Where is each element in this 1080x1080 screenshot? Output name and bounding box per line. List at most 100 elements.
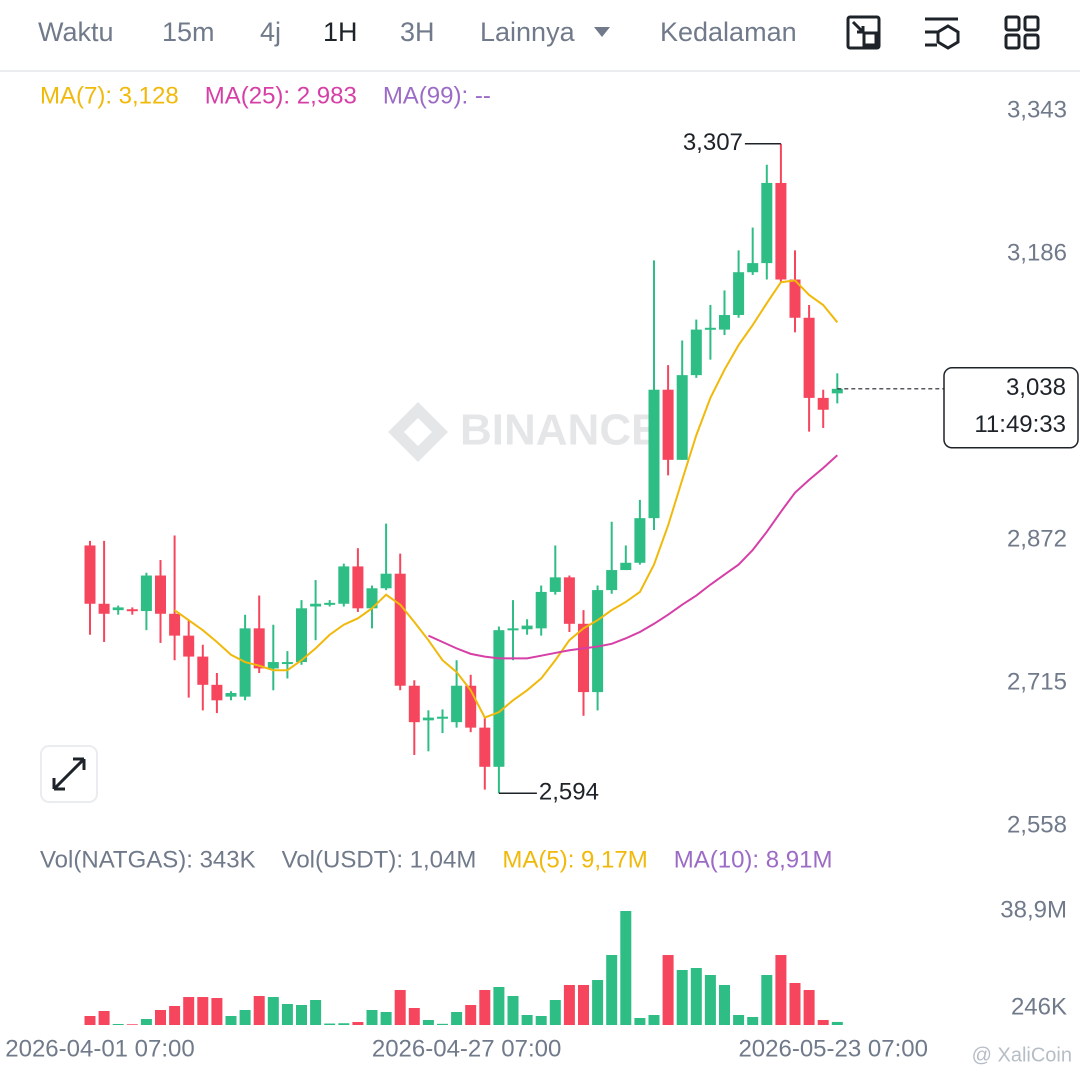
- volume-bar: [112, 1023, 124, 1025]
- legend-entry: MA(25): 2,983: [205, 82, 357, 109]
- volume-bar: [761, 975, 773, 1025]
- expand-button[interactable]: [40, 745, 98, 803]
- candle-body: [493, 630, 505, 767]
- volume-bar: [775, 955, 787, 1025]
- candle-body: [211, 684, 223, 701]
- volume-tick-label: 246K: [1011, 993, 1067, 1020]
- candle-body: [281, 662, 293, 665]
- candle-body: [662, 389, 674, 460]
- tab-active[interactable]: 1H: [323, 17, 358, 47]
- x-tick-label: 2026-04-01 07:00: [5, 1035, 195, 1062]
- candle-body: [803, 317, 815, 398]
- candle-body: [451, 685, 463, 723]
- volume-bar: [507, 996, 519, 1025]
- watermark: BINANCE: [388, 402, 660, 462]
- tab[interactable]: 3H: [400, 17, 435, 47]
- candle-body: [733, 272, 745, 316]
- candle-body: [112, 607, 124, 611]
- candle-body: [126, 609, 138, 612]
- candle-body: [507, 628, 519, 631]
- candle-body: [183, 635, 195, 657]
- volume-legend-entry: MA(5): 9,17M: [502, 846, 647, 873]
- candle-body: [296, 608, 307, 663]
- volume-bar: [155, 1009, 166, 1025]
- tab[interactable]: Kedalaman: [660, 17, 797, 47]
- tab[interactable]: Waktu: [38, 17, 114, 47]
- volume-bar: [662, 955, 674, 1025]
- volume-legend-entry: MA(10): 8,91M: [674, 846, 833, 873]
- volume-bar: [296, 1005, 307, 1025]
- candle-body: [338, 566, 350, 604]
- candle-body: [380, 573, 392, 589]
- volume-bar: [549, 1000, 561, 1025]
- volume-bar: [437, 1023, 448, 1025]
- tab[interactable]: 15m: [162, 17, 215, 47]
- candle-body: [704, 327, 716, 330]
- candle-body: [634, 518, 646, 563]
- candle-body: [394, 573, 406, 686]
- volume-bar: [338, 1023, 350, 1025]
- volume-bar: [563, 984, 575, 1025]
- candle-body: [606, 570, 618, 591]
- x-tick-label: 2026-04-27 07:00: [372, 1035, 562, 1062]
- volume-bar: [422, 1019, 434, 1025]
- y-tick-label: 3,343: [1007, 96, 1067, 123]
- volume-bar: [140, 1018, 152, 1025]
- candle-body: [690, 329, 702, 376]
- dropdown-caret: [594, 27, 610, 37]
- volume-legend-entry: Vol(NATGAS): 343K: [40, 846, 256, 873]
- volume-bar: [267, 997, 279, 1025]
- volume-bar: [352, 1022, 364, 1025]
- volume-bar: [803, 990, 815, 1025]
- watermark-text: BINANCE: [460, 406, 660, 455]
- y-tick-label: 2,558: [1007, 811, 1067, 838]
- volume-bar: [408, 1008, 420, 1025]
- candle-body: [366, 588, 378, 609]
- icon-button[interactable]: [925, 17, 960, 50]
- y-tick-label: 2,872: [1007, 525, 1067, 552]
- candle-body: [84, 545, 96, 604]
- icon-button[interactable]: [846, 15, 881, 50]
- countdown: 11:49:33: [974, 411, 1066, 438]
- price-box: [943, 367, 1079, 449]
- volume-bar: [451, 1011, 463, 1025]
- volume-bar: [197, 997, 209, 1025]
- tab[interactable]: 4j: [260, 17, 281, 47]
- volume-bar: [493, 986, 505, 1025]
- candle-body: [789, 279, 801, 318]
- candle-body: [465, 685, 477, 728]
- candle-body: [521, 625, 533, 630]
- y-tick-label: 3,186: [1007, 239, 1067, 266]
- candle-body: [775, 182, 787, 280]
- volume-bar: [253, 996, 265, 1025]
- volume-bar: [634, 1017, 646, 1025]
- volume-bar: [690, 968, 702, 1025]
- volume-bar: [648, 1015, 660, 1025]
- volume-tick-label: 38,9M: [1000, 896, 1067, 923]
- candle-body: [648, 389, 660, 519]
- high-annotation: 3,307: [683, 129, 743, 156]
- volume-bar: [747, 1016, 759, 1025]
- volume-bar: [394, 990, 406, 1025]
- icon-button[interactable]: [1004, 15, 1040, 50]
- candle-body: [310, 603, 322, 607]
- current-price: 3,038: [1006, 374, 1066, 401]
- candle-body: [225, 693, 237, 697]
- volume-bar: [704, 975, 716, 1025]
- candle-body: [578, 623, 589, 693]
- candle-body: [267, 662, 279, 669]
- dropdown[interactable]: Lainnya: [480, 17, 576, 47]
- x-tick-label: 2026-05-23 07:00: [738, 1035, 928, 1062]
- volume-bar: [789, 983, 801, 1025]
- volume-bar: [578, 984, 589, 1025]
- legend-entry: MA(7): 3,128: [40, 82, 179, 109]
- candle-body: [747, 263, 759, 273]
- candle-body: [535, 591, 547, 629]
- volume-bar: [98, 1010, 110, 1025]
- volume-bar: [719, 984, 730, 1025]
- candle-body: [620, 562, 632, 571]
- volume-bar: [84, 1016, 96, 1025]
- volume-legend-entry: Vol(USDT): 1,04M: [282, 846, 477, 873]
- legend-entry: MA(99): --: [383, 82, 491, 109]
